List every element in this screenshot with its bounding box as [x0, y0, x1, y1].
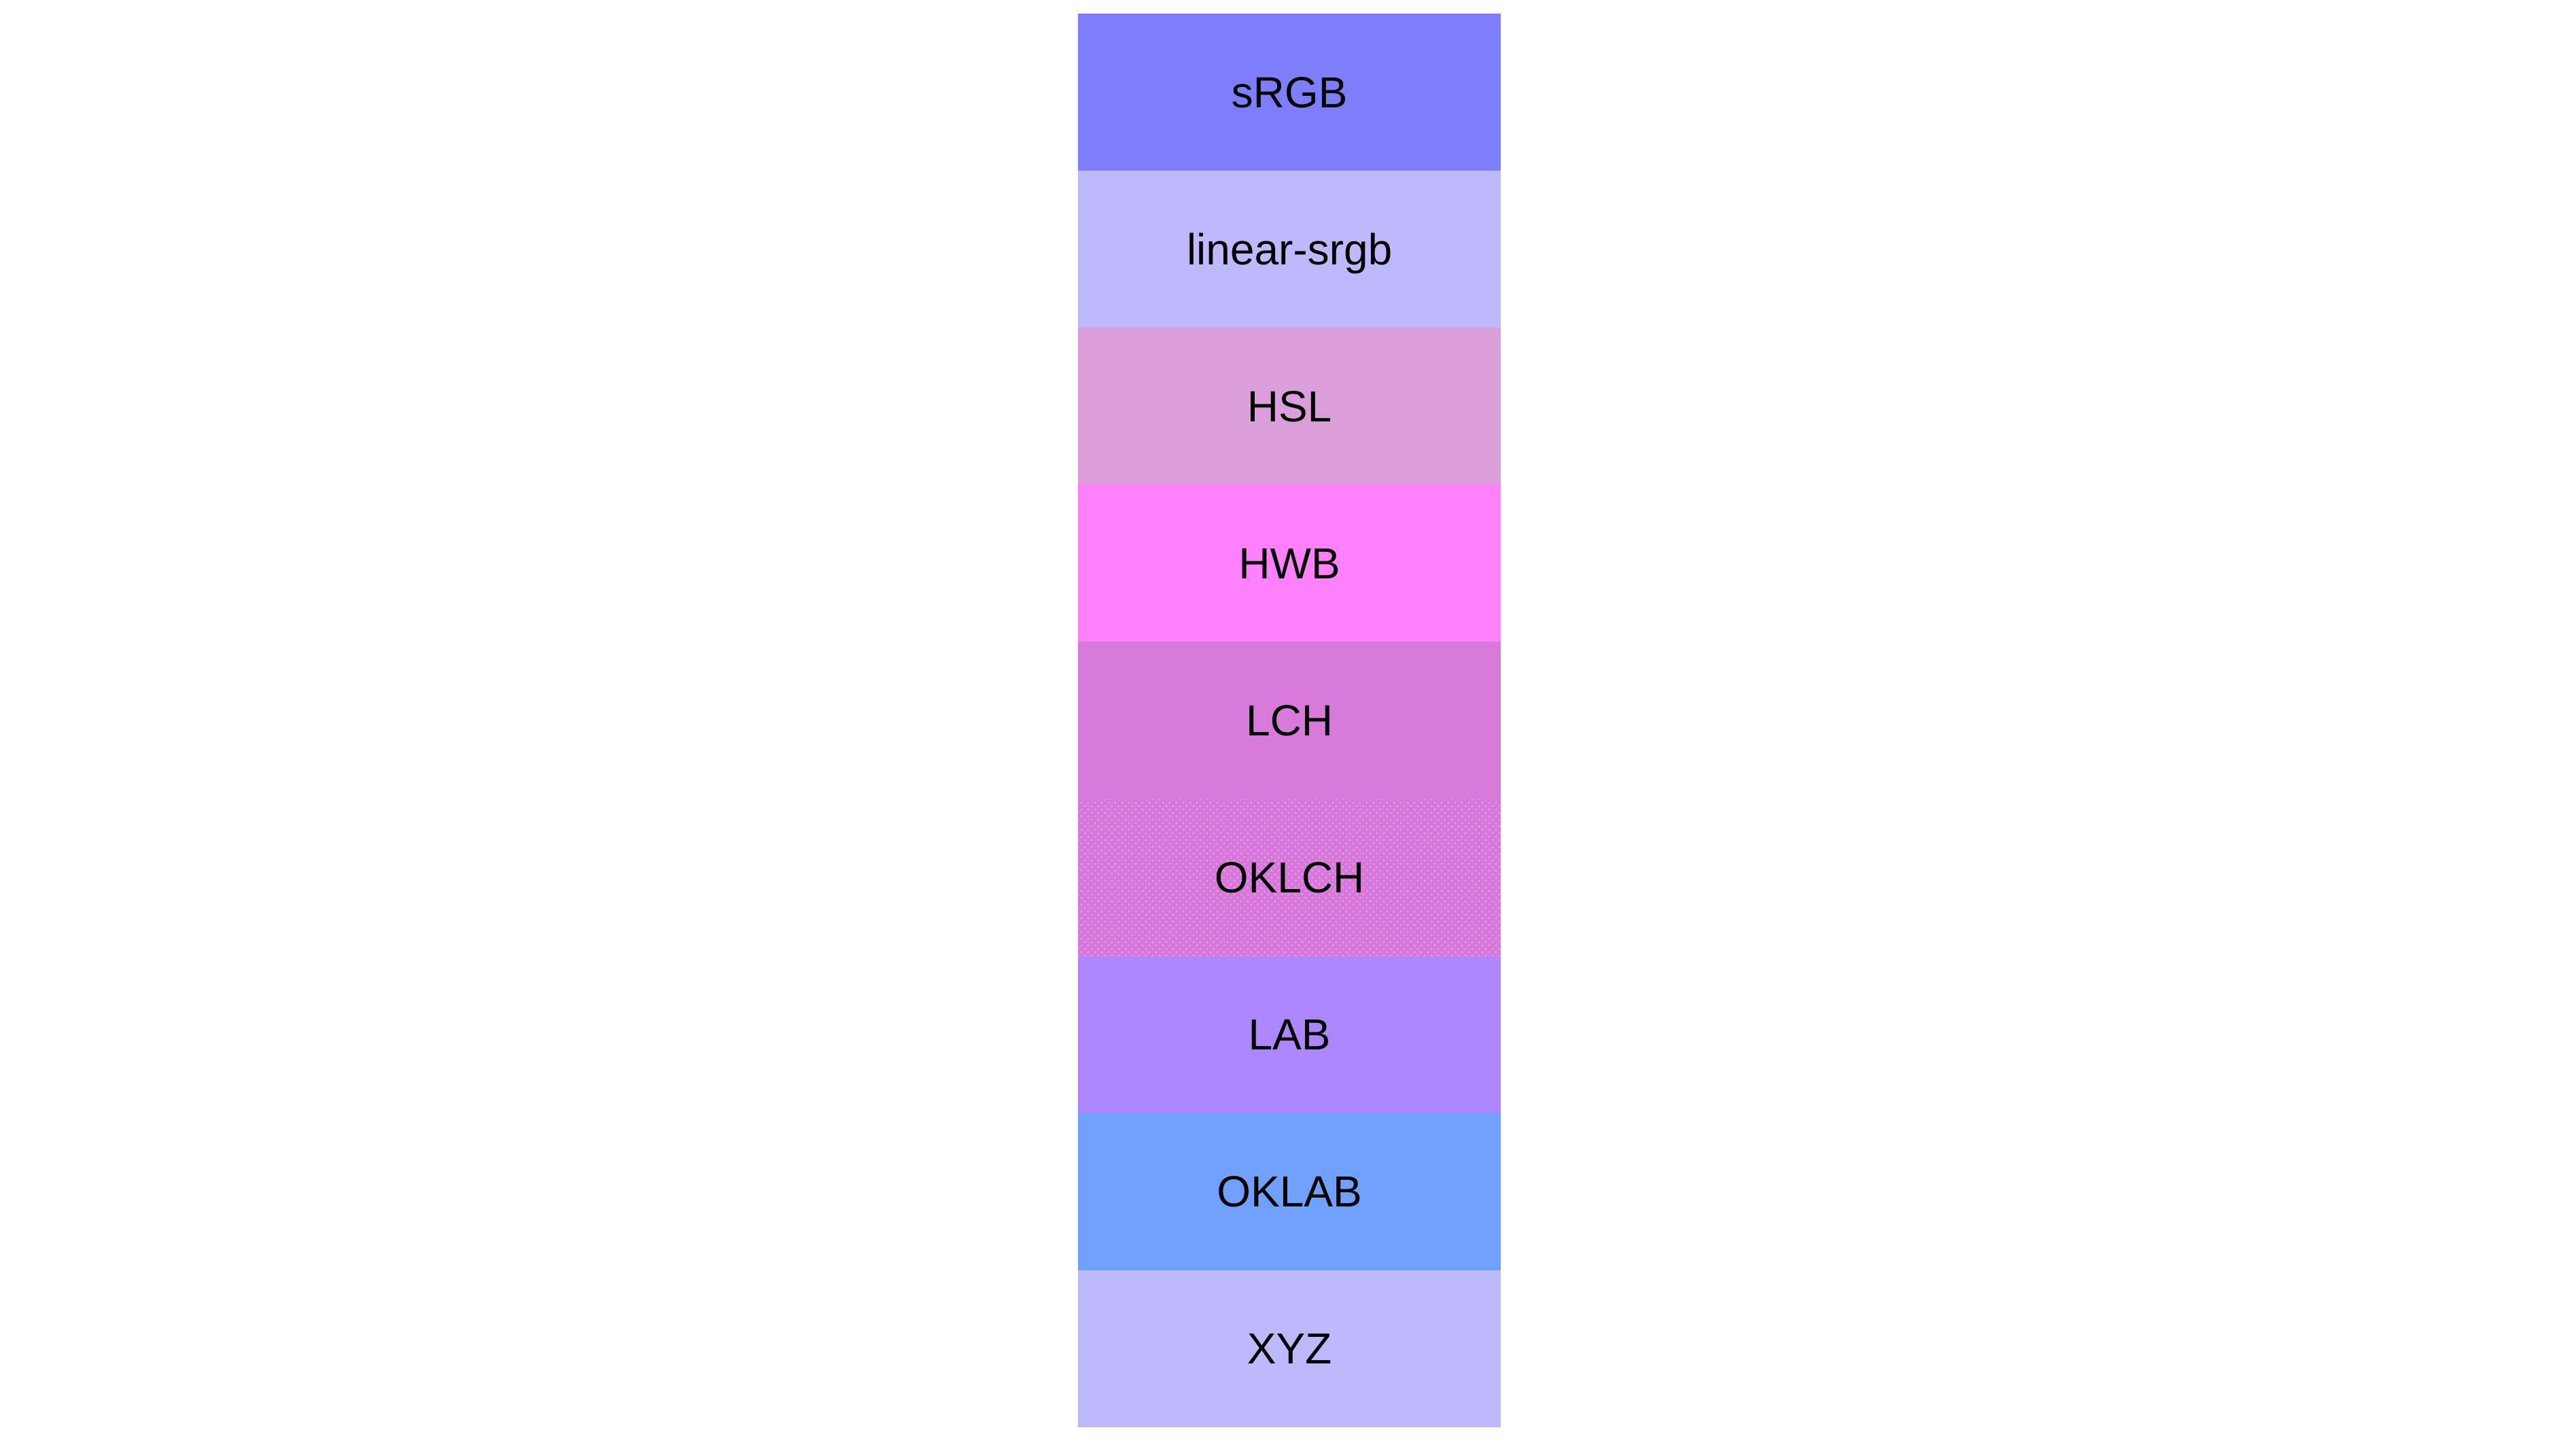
color-swatch: OKLCH — [1078, 799, 1501, 956]
color-space-label: OKLCH — [1214, 853, 1365, 903]
color-space-swatch-column: sRGB linear-srgb HSL HWB LCH OKLCH LAB O… — [1078, 14, 1501, 1427]
color-space-label: LAB — [1248, 1010, 1331, 1060]
color-space-label: linear-srgb — [1186, 224, 1393, 274]
color-space-label: sRGB — [1231, 67, 1348, 117]
color-swatch: HWB — [1078, 485, 1501, 642]
color-space-label: LCH — [1245, 695, 1334, 745]
color-space-label: XYZ — [1247, 1324, 1332, 1374]
color-swatch: LCH — [1078, 642, 1501, 799]
color-space-label: OKLAB — [1217, 1167, 1362, 1217]
color-swatch: HSL — [1078, 328, 1501, 485]
color-swatch: LAB — [1078, 956, 1501, 1113]
color-swatch: linear-srgb — [1078, 171, 1501, 328]
color-space-label: HWB — [1238, 538, 1340, 588]
color-space-label: HSL — [1247, 381, 1332, 431]
color-swatch: OKLAB — [1078, 1113, 1501, 1270]
color-swatch: sRGB — [1078, 14, 1501, 171]
color-swatch: XYZ — [1078, 1270, 1501, 1427]
